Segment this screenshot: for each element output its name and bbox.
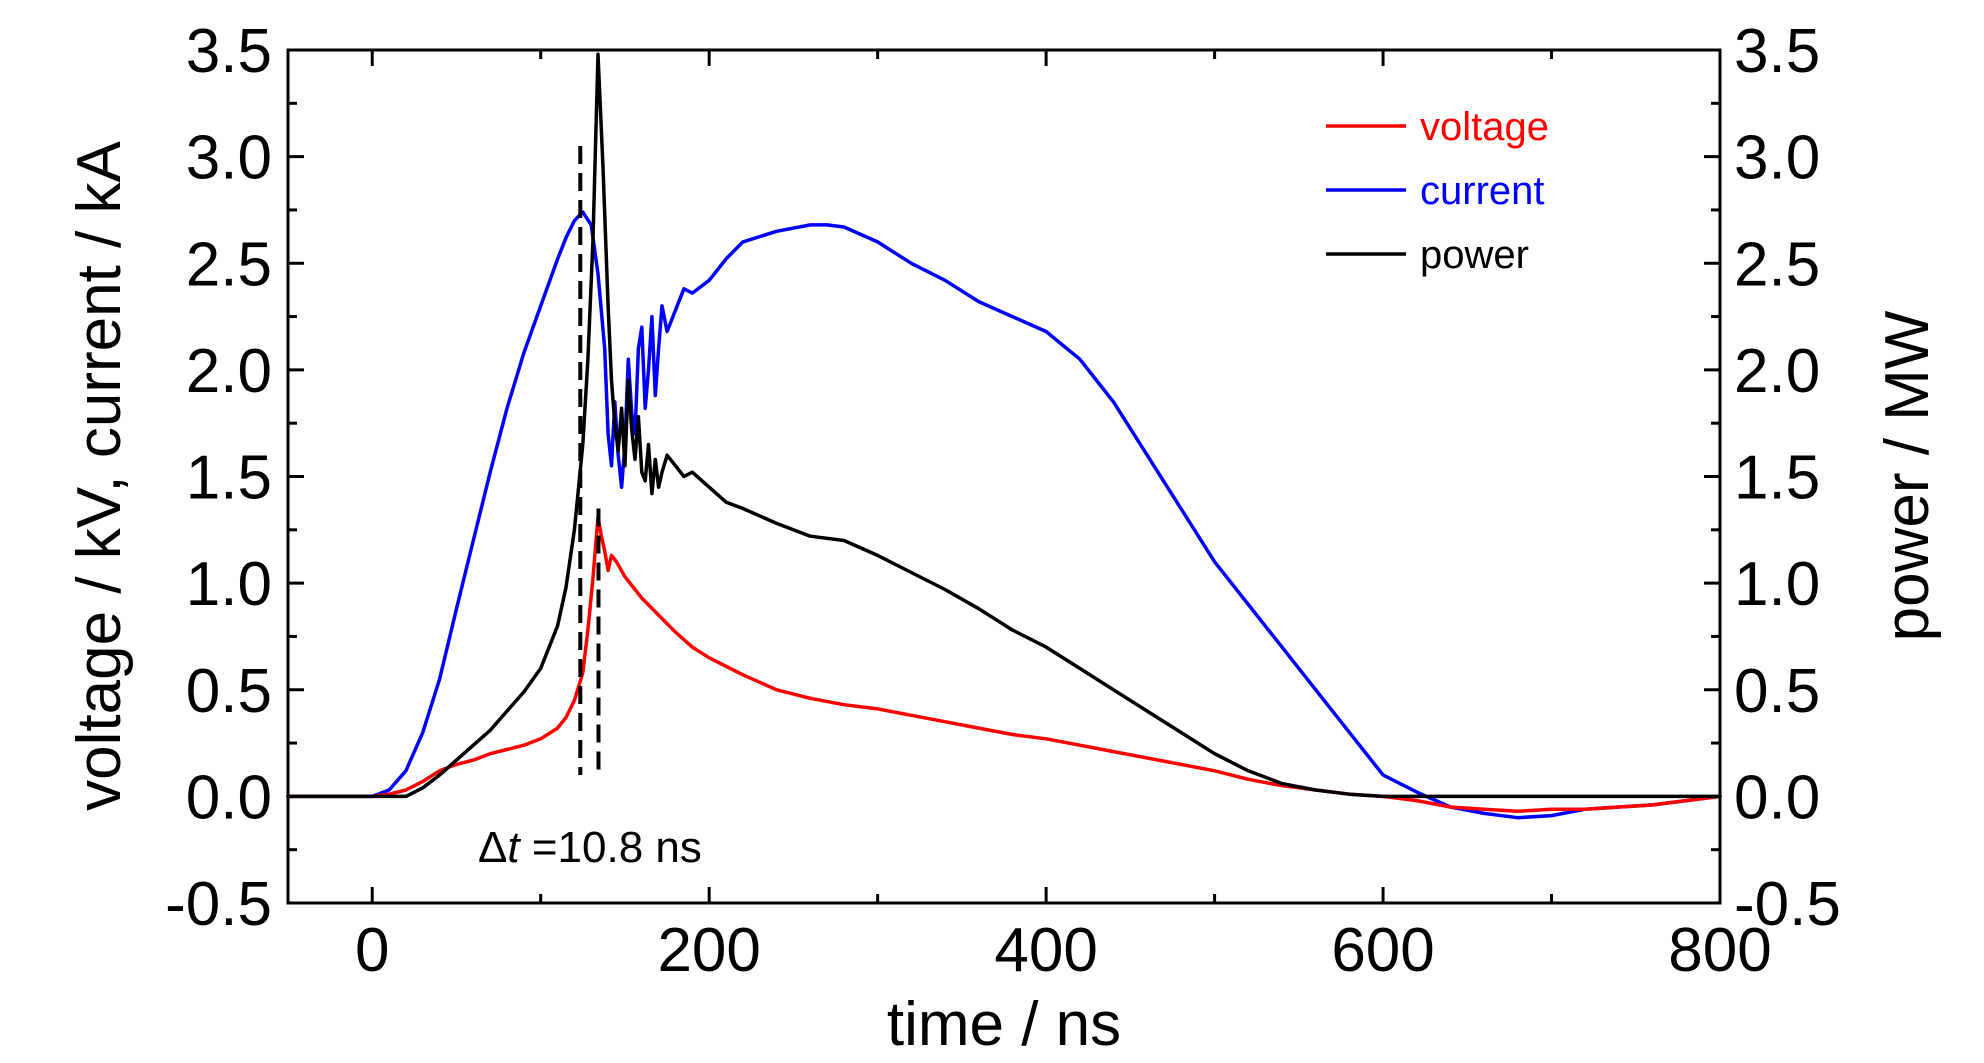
series-line-current [286, 210, 1722, 820]
x-tick-label: 600 [1331, 916, 1434, 985]
delta-t-markers [578, 145, 601, 776]
y-tick-label-right: 3.5 [1734, 17, 1820, 86]
plot-frame [286, 48, 1722, 905]
delta-t-value: =10.8 ns [520, 823, 702, 872]
y-tick-label-left: 0.0 [186, 763, 272, 832]
y-tick-label-right: 1.0 [1734, 550, 1820, 619]
y-tick-label-left: 3.0 [186, 124, 272, 193]
series-line-power [286, 52, 1722, 799]
y-tick-label-right: 0.5 [1734, 657, 1820, 726]
x-axis-title: time / ns [887, 990, 1121, 1059]
y-tick-label-left: 1.5 [186, 444, 272, 513]
x-tick-label: 200 [657, 916, 760, 985]
y-tick-label-right: 2.0 [1734, 337, 1820, 406]
y-tick-label-right: 1.5 [1734, 444, 1820, 513]
y-tick-label-left: 2.0 [186, 337, 272, 406]
y-axis-left-title: voltage / kV, current / kA [65, 141, 134, 811]
y-tick-label-left: 3.5 [186, 17, 272, 86]
delta-symbol: Δ [478, 823, 507, 872]
y-tick-label-left: 1.0 [186, 550, 272, 619]
t-symbol: t [507, 823, 521, 872]
y-tick-label-right: 3.0 [1734, 124, 1820, 193]
x-tick-label: 0 [355, 916, 389, 985]
series-line-voltage [286, 515, 1722, 814]
delta-t-annotation: Δt =10.8 ns [478, 823, 702, 872]
series-layer [286, 52, 1722, 820]
y-tick-label-right: 2.5 [1734, 230, 1820, 299]
legend-label-current: current [1420, 169, 1545, 213]
x-tick-label: 800 [1668, 916, 1771, 985]
y-tick-label-left: 2.5 [186, 230, 272, 299]
legend-label-power: power [1420, 233, 1529, 277]
y-tick-label-right: 0.0 [1734, 763, 1820, 832]
legend: voltage current power [1326, 105, 1549, 277]
legend-label-voltage: voltage [1420, 105, 1549, 149]
y-axis-right-title: power / MW [1873, 310, 1942, 641]
tick-layer: 0 200 400 600 800-0.5 -0.50.0 0.00.5 0.51.0 1.01… [165, 17, 1841, 985]
y-tick-label-left: 0.5 [186, 657, 272, 726]
y-tick-label-right: -0.5 [1734, 870, 1841, 939]
x-tick-label: 400 [994, 916, 1097, 985]
y-tick-label-left: -0.5 [165, 870, 272, 939]
